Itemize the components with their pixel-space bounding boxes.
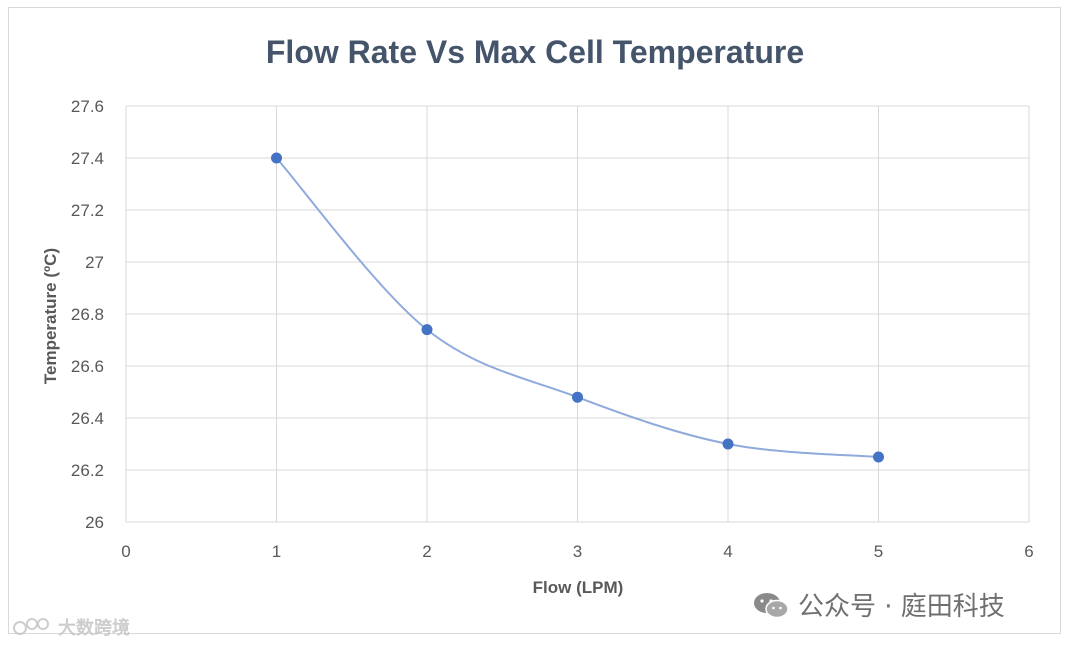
x-tick-label: 2 <box>422 542 431 561</box>
y-tick-label: 26.8 <box>71 305 104 324</box>
x-tick-label: 4 <box>723 542 732 561</box>
x-tick-label: 3 <box>573 542 582 561</box>
watermark-left-text: 大数跨境 <box>58 618 130 639</box>
y-tick-label: 27.6 <box>71 97 104 116</box>
y-tick-label: 26.6 <box>71 357 104 376</box>
data-point <box>271 152 282 164</box>
data-markers <box>271 152 884 463</box>
series-line <box>275 157 879 458</box>
grid-layer <box>125 105 1030 523</box>
watermark-logo-icon <box>13 618 49 635</box>
x-tick-labels: 0 1 2 3 4 5 6 <box>121 542 1033 561</box>
y-axis-label: Temperature (ºC) <box>41 248 60 384</box>
y-tick-label: 27 <box>85 253 104 272</box>
chart-frame <box>8 7 1061 634</box>
data-point <box>572 391 583 403</box>
x-tick-label: 6 <box>1024 542 1033 561</box>
x-tick-label: 1 <box>272 542 281 561</box>
y-tick-label: 27.4 <box>71 149 104 168</box>
y-tick-labels: 26 26.2 26.4 26.6 26.8 27 27.2 27.4 27.6 <box>71 97 104 532</box>
watermark-right: 公众号 · 庭田科技 <box>752 586 1005 623</box>
x-axis-label: Flow (LPM) <box>533 578 624 597</box>
x-tick-label: 5 <box>874 542 883 561</box>
y-tick-label: 26 <box>85 513 104 532</box>
watermark-right-text: 公众号 · 庭田科技 <box>798 592 1005 622</box>
x-tick-label: 0 <box>121 542 130 561</box>
data-point <box>722 438 734 450</box>
chart-title: Flow Rate Vs Max Cell Temperature <box>266 34 804 70</box>
y-tick-label: 26.4 <box>71 409 104 428</box>
data-point <box>873 451 884 463</box>
y-tick-label: 26.2 <box>71 461 104 480</box>
wechat-icon <box>754 592 789 618</box>
watermark-left: 大数跨境 <box>12 614 130 640</box>
data-point <box>421 324 433 336</box>
y-tick-label: 27.2 <box>71 201 104 220</box>
